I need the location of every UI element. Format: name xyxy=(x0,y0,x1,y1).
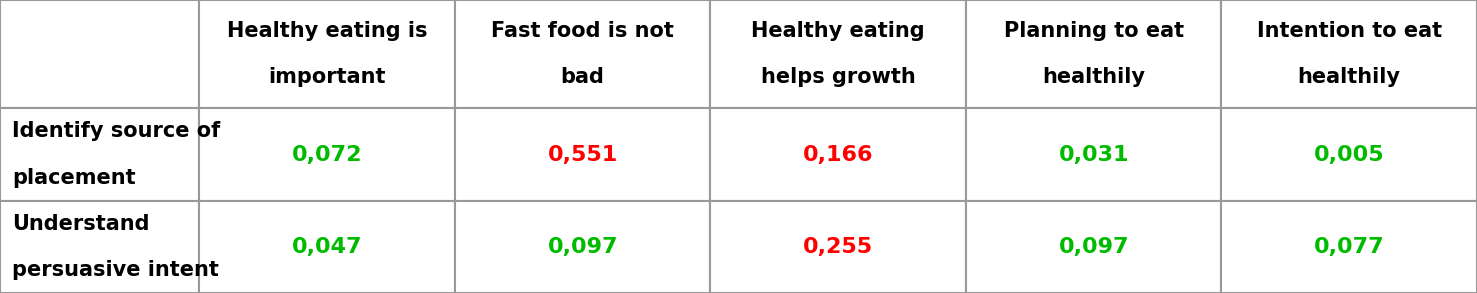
Text: 0,166: 0,166 xyxy=(803,144,873,165)
Bar xyxy=(1221,0,1477,108)
Text: Fast food is not

bad: Fast food is not bad xyxy=(492,21,674,87)
Text: 0,005: 0,005 xyxy=(1315,144,1384,165)
Bar xyxy=(455,108,710,201)
Bar xyxy=(710,108,966,201)
Text: 0,031: 0,031 xyxy=(1059,144,1128,165)
Text: 0,077: 0,077 xyxy=(1315,237,1384,257)
Bar xyxy=(455,0,710,108)
Text: Understand

persuasive intent: Understand persuasive intent xyxy=(12,214,219,280)
Text: Healthy eating is

important: Healthy eating is important xyxy=(227,21,427,87)
Bar xyxy=(710,0,966,108)
Text: 0,047: 0,047 xyxy=(292,237,362,257)
Bar xyxy=(1221,108,1477,201)
Bar xyxy=(0,0,199,108)
Bar xyxy=(199,0,455,108)
Text: Healthy eating

helps growth: Healthy eating helps growth xyxy=(752,21,925,87)
Text: Planning to eat

healthily: Planning to eat healthily xyxy=(1004,21,1183,87)
Bar xyxy=(0,201,199,293)
Bar xyxy=(199,108,455,201)
Bar xyxy=(0,108,199,201)
Text: 0,551: 0,551 xyxy=(548,144,617,165)
Bar xyxy=(966,108,1221,201)
Text: 0,072: 0,072 xyxy=(292,144,362,165)
Text: 0,097: 0,097 xyxy=(1059,237,1128,257)
Bar xyxy=(1221,201,1477,293)
Bar xyxy=(710,201,966,293)
Bar xyxy=(455,201,710,293)
Text: 0,097: 0,097 xyxy=(548,237,617,257)
Bar xyxy=(966,201,1221,293)
Bar xyxy=(199,201,455,293)
Bar xyxy=(966,0,1221,108)
Text: 0,255: 0,255 xyxy=(803,237,873,257)
Text: Intention to eat

healthily: Intention to eat healthily xyxy=(1257,21,1442,87)
Text: Identify source of

placement: Identify source of placement xyxy=(12,121,220,188)
